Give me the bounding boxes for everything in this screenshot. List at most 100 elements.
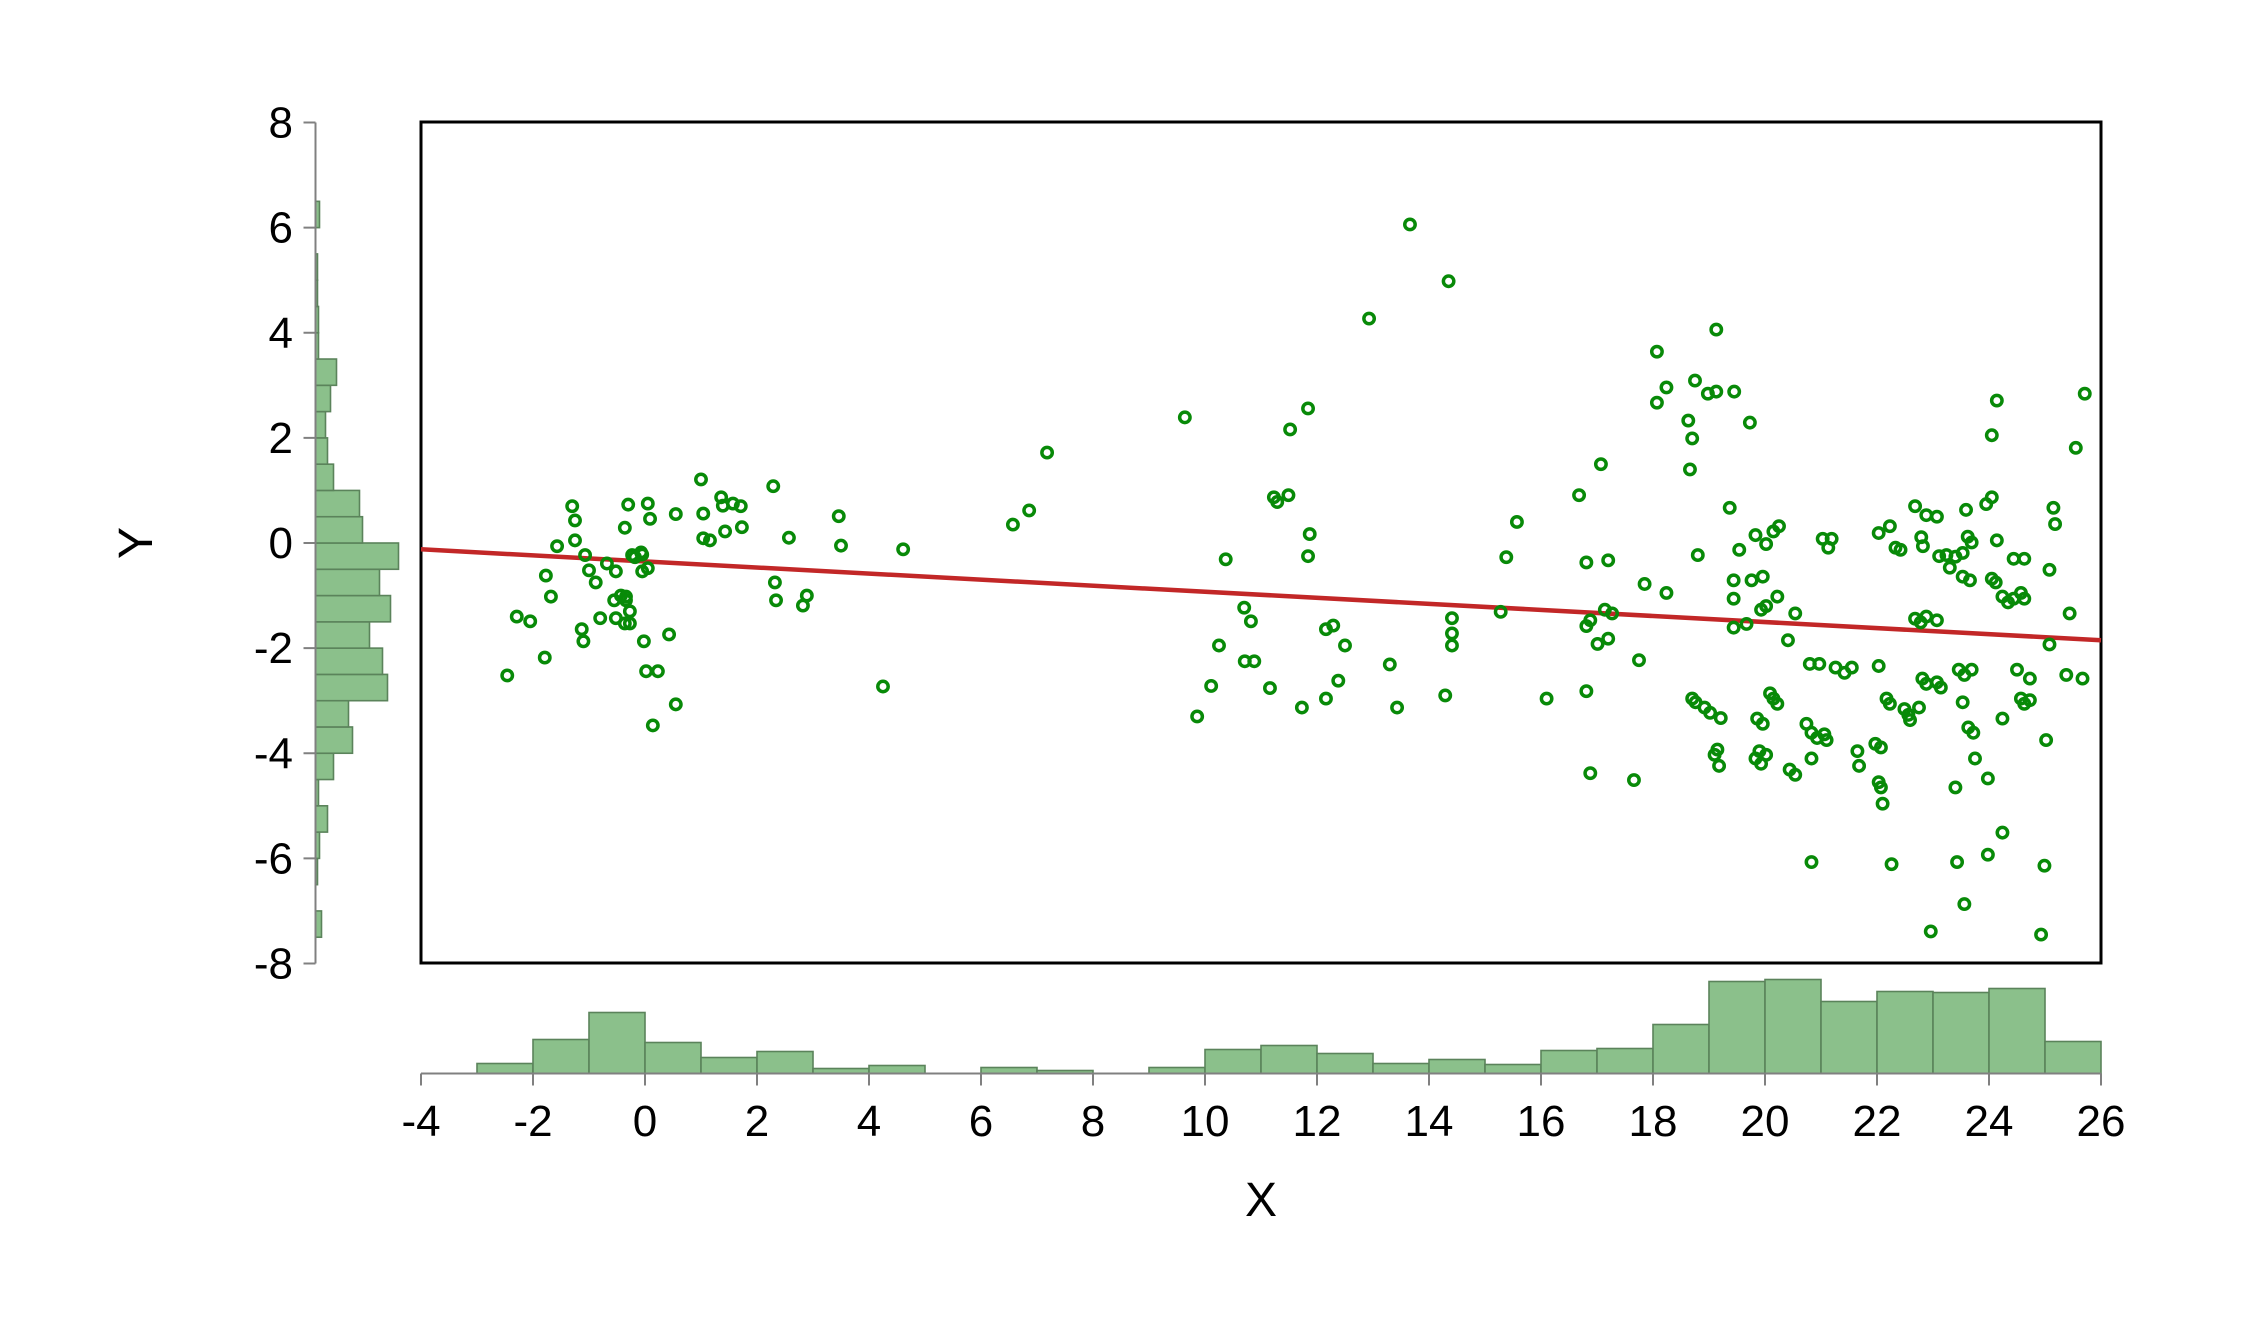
scatter-point [1929,509,1944,524]
scatter-point [1301,401,1315,416]
x-hist-bar [1260,1044,1318,1075]
scatter-point [1583,766,1598,781]
scatter-point [1912,700,1926,715]
scatter-point [1873,780,1888,795]
scatter-point [1688,373,1702,388]
x-tick-label: 4 [857,1097,881,1146]
scatter-point [2034,927,2049,942]
scatter-point [1659,585,1674,600]
scatter-point [896,542,911,557]
scatter-point [537,650,552,665]
y-hist-bar [314,568,381,597]
y-tick-label: -6 [254,834,293,883]
scatter-point [1948,780,1963,795]
x-tick-label: 26 [2077,1097,2126,1146]
scatter-point [1707,747,1722,762]
scatter-point [799,588,814,603]
y-hist-bar [314,805,329,833]
scatter-point [1270,495,1285,509]
scatter-point [1204,679,1219,693]
scatter-point [1788,767,1803,782]
y-tick-label: 8 [269,99,293,148]
scatter-point [1770,589,1785,604]
scatter-point [593,611,608,626]
y-tick-label: 2 [269,414,293,463]
scatter-point [565,499,580,514]
scatter-point [1959,502,1973,517]
scatter-point [831,509,846,524]
scatter-point [1493,604,1508,619]
scatter-point [1601,553,1616,568]
x-tick-label: 24 [1965,1097,2014,1146]
y-tick-label: 0 [269,519,293,568]
scatter-point [617,520,632,535]
scatter-point [1989,393,2004,408]
scatter-point [1759,537,1774,552]
scatter-point [1637,577,1652,591]
scatter-point [1744,573,1759,588]
scatter-point [2022,671,2037,686]
scatter-point [1301,549,1315,564]
y-hist-bar [314,384,332,413]
scatter-point [1605,606,1620,621]
scatter-point [1919,508,1934,523]
scatter-point [599,556,614,571]
scatter-point [1022,503,1037,518]
x-tick-label: 0 [633,1097,657,1146]
scatter-point [1283,422,1298,437]
scatter-point [1709,384,1724,399]
x-tick-label: 10 [1181,1097,1230,1146]
scatter-point [1302,527,1317,542]
scatter-point [1390,700,1405,715]
scatter-point [733,499,748,514]
scatter-point [574,622,589,637]
fit-line [420,547,2102,643]
scatter-point [588,575,603,590]
scatter-point [1712,758,1727,773]
scatter-point [568,513,582,528]
scatter-point [1788,606,1803,621]
scatter-point [640,496,655,511]
scatter-point [834,538,848,553]
scatter-point [1445,638,1459,653]
scatter-point [1933,680,1948,695]
scatter-point [1579,684,1594,699]
y-hist-bar [314,437,329,465]
scatter-point [1572,488,1587,503]
scatter-point [1441,274,1456,289]
scatter-point [767,575,782,590]
x-tick-label: 12 [1293,1097,1342,1146]
scatter-point [2022,693,2037,708]
scatter-point [1932,549,1947,564]
scatter-point [1243,614,1258,629]
scatter-point [621,497,636,512]
scatter-point [568,533,582,548]
scatter-point [1247,654,1262,669]
scatter-point [1445,611,1459,626]
scatter-point [703,533,717,548]
scatter-point [2068,440,2083,455]
scatter-point [1237,600,1252,615]
scatter-point [1579,555,1594,570]
scatter-point [1722,500,1737,515]
x-tick-label: 20 [1741,1097,1790,1146]
x-hist-bar [1820,1000,1878,1075]
x-tick-label: -2 [513,1097,552,1146]
scatter-point [1601,631,1616,646]
scatter-point [1819,733,1834,748]
scatter-point [622,604,637,619]
scatter-point [1919,609,1934,624]
y-hist-bar [314,463,335,492]
y-hist-bar [314,621,371,649]
x-hist-bar [532,1038,590,1075]
scatter-point [1804,855,1819,870]
scatter-point [694,472,708,487]
scatter-point [2010,662,2024,677]
scatter-point [1727,384,1742,399]
x-hist-bar [1708,980,1766,1075]
scatter-point [1770,696,1785,711]
scatter-point [608,564,623,579]
scatter-point [550,539,565,554]
scatter-point [500,668,515,683]
scatter-point [1726,620,1741,635]
